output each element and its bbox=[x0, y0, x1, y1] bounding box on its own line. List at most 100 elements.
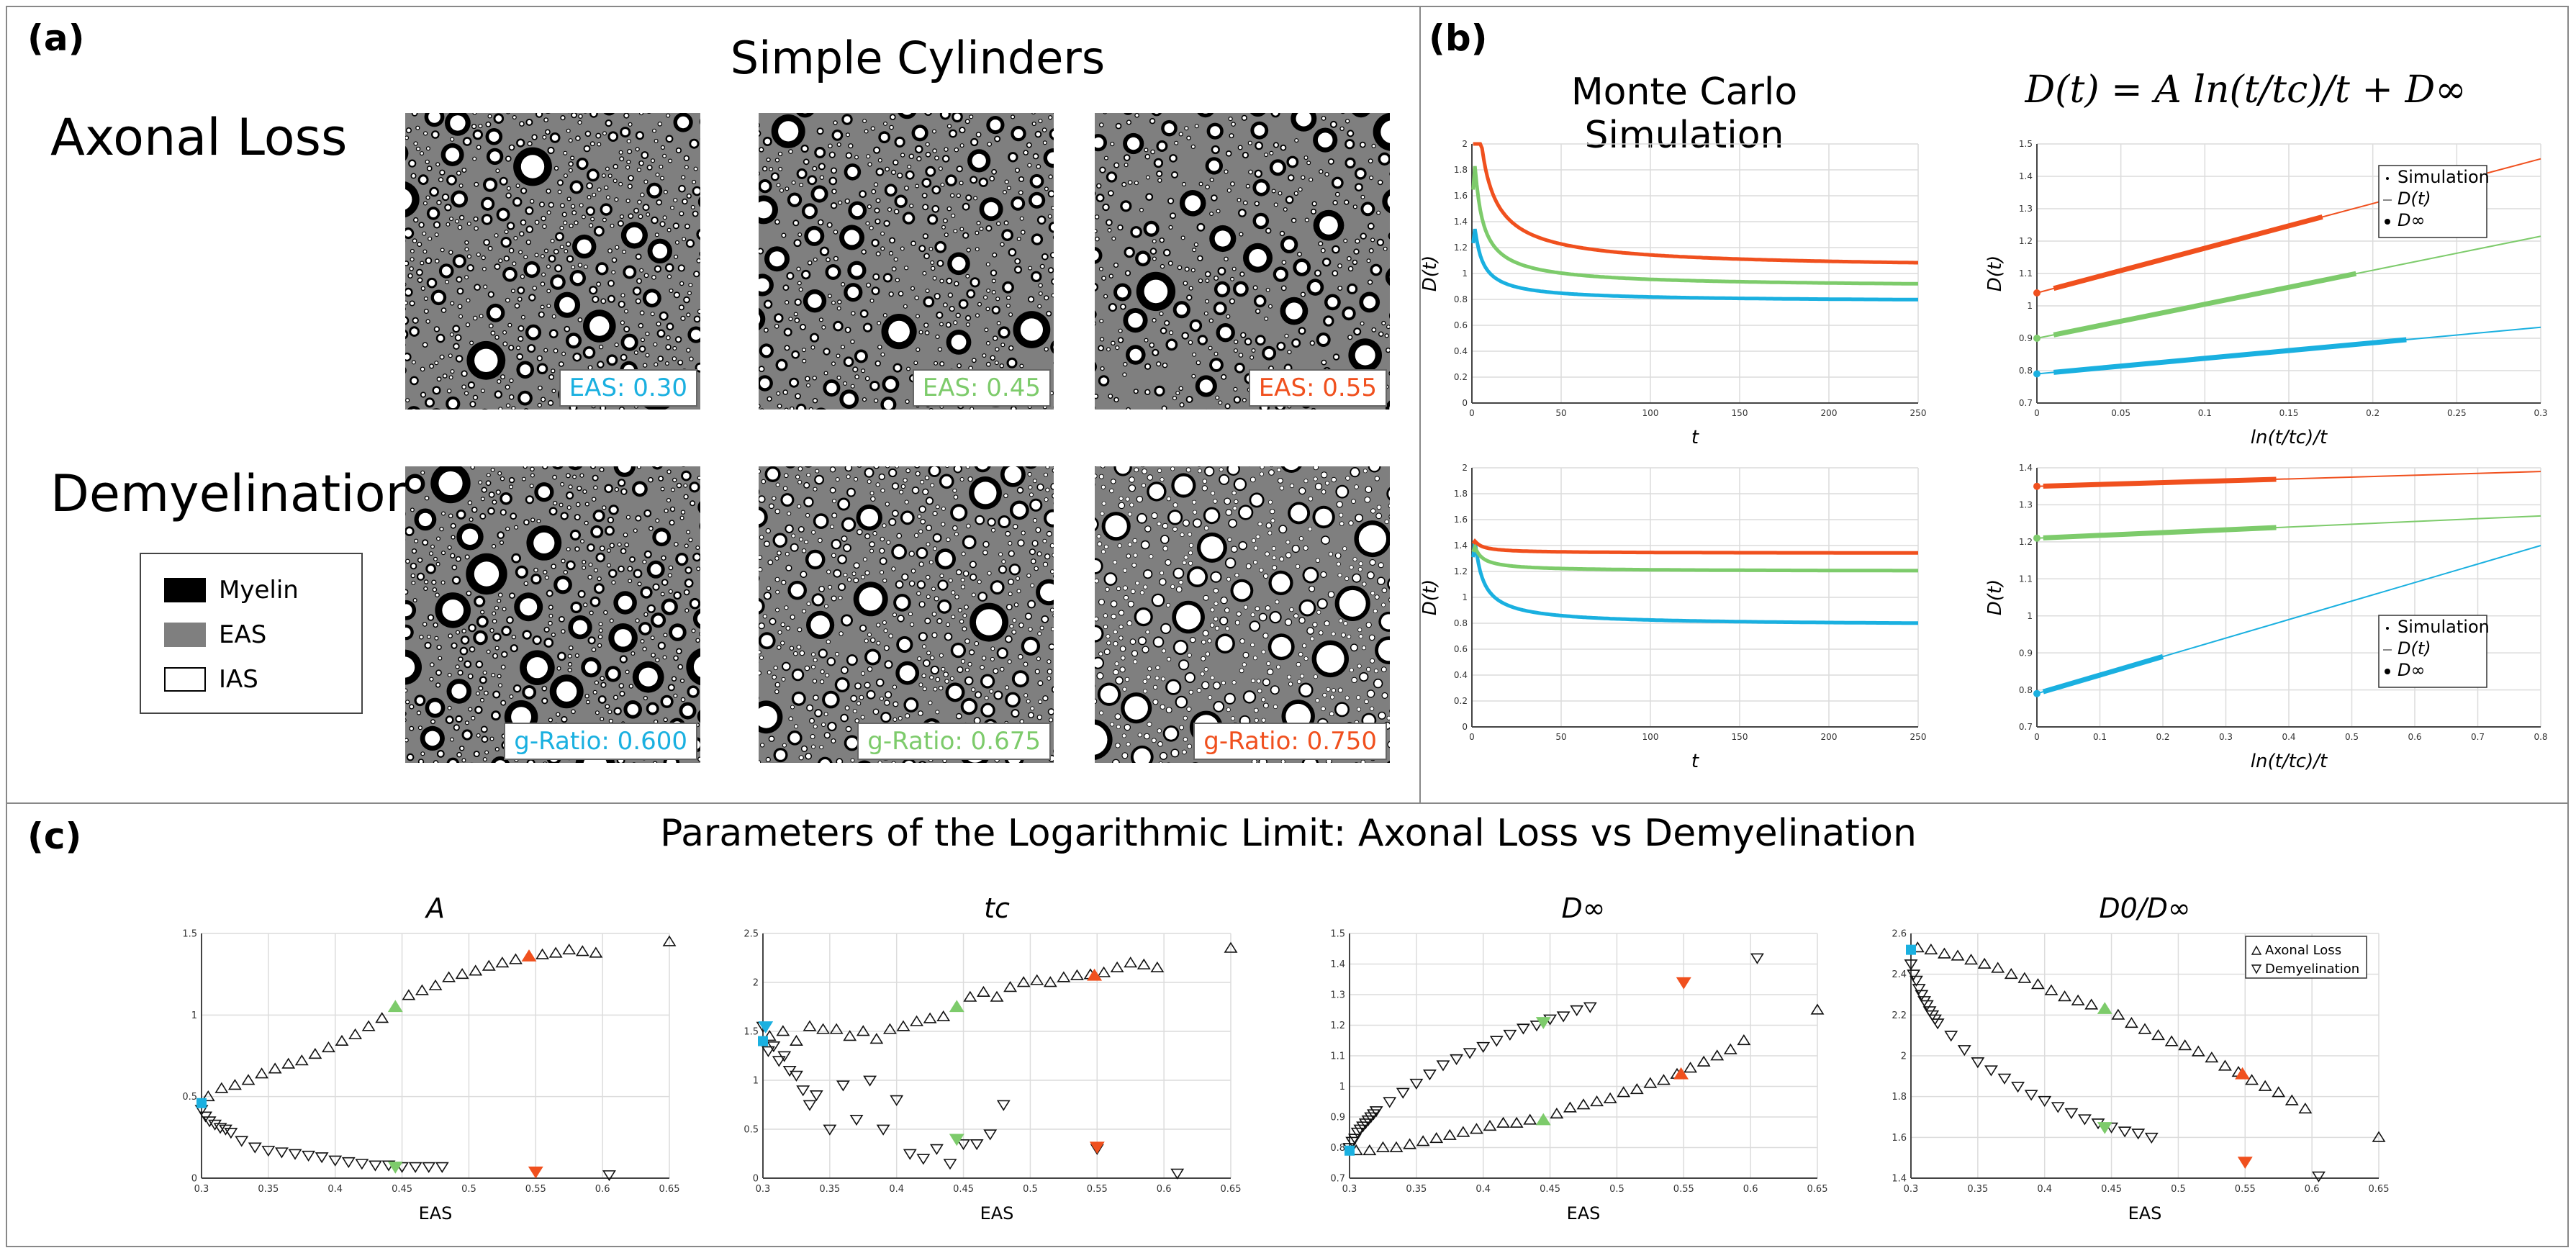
axon bbox=[832, 553, 836, 558]
axon bbox=[1234, 388, 1237, 391]
axon bbox=[1107, 220, 1111, 225]
axon bbox=[488, 114, 492, 118]
axon bbox=[1003, 231, 1011, 239]
axon bbox=[664, 191, 667, 194]
axon bbox=[883, 579, 887, 582]
axon bbox=[466, 323, 469, 327]
axon bbox=[569, 485, 572, 489]
axon bbox=[1044, 141, 1047, 145]
axon bbox=[436, 671, 441, 675]
axon bbox=[677, 148, 681, 153]
axon bbox=[1046, 488, 1049, 492]
axon bbox=[855, 719, 859, 723]
axon bbox=[821, 176, 823, 179]
axon bbox=[579, 204, 583, 207]
axon bbox=[812, 665, 815, 669]
axon bbox=[966, 466, 970, 469]
axon bbox=[991, 271, 996, 275]
axon bbox=[457, 171, 461, 175]
axon bbox=[939, 348, 941, 351]
axon bbox=[499, 210, 507, 219]
axon bbox=[493, 654, 497, 658]
axon bbox=[625, 268, 634, 276]
axon bbox=[669, 159, 672, 163]
axon bbox=[483, 199, 492, 209]
axon bbox=[848, 489, 854, 496]
axon bbox=[566, 548, 570, 551]
axon bbox=[656, 659, 659, 661]
axon bbox=[523, 477, 525, 481]
axon bbox=[1111, 341, 1115, 345]
axon bbox=[926, 525, 931, 530]
axon bbox=[764, 138, 771, 145]
axon bbox=[936, 335, 939, 338]
axon bbox=[992, 528, 995, 532]
axon bbox=[590, 287, 596, 293]
axon bbox=[568, 669, 571, 671]
axon bbox=[451, 535, 455, 539]
axon bbox=[769, 504, 774, 508]
axon bbox=[684, 484, 687, 487]
axon bbox=[692, 181, 695, 184]
axon bbox=[846, 327, 850, 332]
axon bbox=[587, 208, 594, 214]
tile-demyel-0600: g-Ratio: 0.600 bbox=[405, 466, 700, 763]
axon bbox=[420, 261, 424, 265]
axon bbox=[456, 716, 461, 722]
axon bbox=[1266, 229, 1270, 233]
axon bbox=[465, 241, 469, 244]
axon bbox=[450, 217, 453, 220]
axon bbox=[1155, 160, 1162, 166]
cylinder-packing bbox=[759, 466, 1054, 763]
axon bbox=[425, 297, 428, 300]
axon bbox=[1229, 134, 1234, 137]
axon bbox=[462, 637, 468, 643]
axon bbox=[489, 324, 493, 327]
axon bbox=[495, 115, 502, 122]
axon bbox=[777, 392, 780, 395]
axon bbox=[609, 297, 614, 302]
axon bbox=[832, 301, 835, 304]
axon bbox=[803, 113, 808, 114]
axon bbox=[1010, 154, 1016, 160]
axon bbox=[669, 566, 672, 569]
axon bbox=[1298, 188, 1302, 191]
axon bbox=[844, 116, 851, 123]
axon bbox=[662, 580, 667, 585]
axon bbox=[995, 348, 999, 351]
axon bbox=[1017, 238, 1021, 240]
axon bbox=[1127, 137, 1140, 150]
axon bbox=[987, 263, 990, 266]
axon bbox=[1008, 186, 1011, 190]
axon bbox=[482, 256, 485, 259]
axon bbox=[797, 628, 802, 632]
axon bbox=[649, 527, 653, 530]
axon bbox=[447, 717, 453, 723]
axon bbox=[636, 255, 641, 259]
axon bbox=[1049, 709, 1054, 715]
axon bbox=[1354, 205, 1357, 209]
axon bbox=[1038, 681, 1043, 685]
axon bbox=[918, 548, 926, 557]
axon bbox=[813, 399, 817, 402]
axon bbox=[767, 469, 779, 480]
axon bbox=[569, 224, 573, 227]
axon bbox=[587, 196, 591, 199]
axon bbox=[860, 191, 865, 196]
axon bbox=[885, 379, 896, 390]
axon bbox=[1256, 182, 1267, 193]
axon bbox=[425, 643, 430, 648]
axon bbox=[1380, 120, 1390, 143]
axon bbox=[610, 133, 617, 140]
axon bbox=[525, 687, 534, 697]
axon bbox=[1322, 361, 1326, 364]
myelin-ring bbox=[918, 761, 926, 763]
axon bbox=[471, 716, 475, 720]
axon bbox=[693, 656, 700, 677]
axon bbox=[425, 730, 440, 746]
axon bbox=[954, 495, 958, 499]
axon bbox=[1269, 304, 1272, 308]
axon bbox=[435, 361, 438, 365]
axon bbox=[885, 700, 890, 705]
axon bbox=[909, 551, 914, 556]
